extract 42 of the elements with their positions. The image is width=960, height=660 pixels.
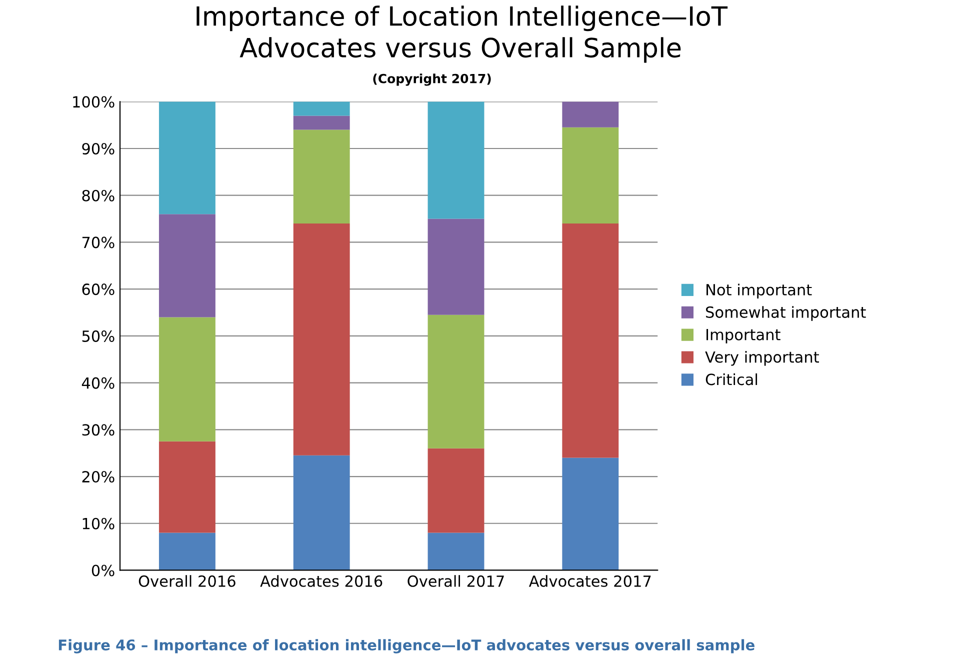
legend-label: Very important	[705, 350, 819, 366]
y-tick-label: 10%	[82, 518, 114, 530]
legend-label: Critical	[706, 373, 758, 386]
bar	[158, 532, 216, 570]
y-tick-label: 100%	[73, 96, 114, 108]
bar	[158, 317, 216, 442]
y-tick-label: 0%	[92, 564, 114, 576]
legend-label: Not important	[706, 284, 812, 298]
bar	[293, 223, 350, 456]
y-tick-label: 90%	[82, 142, 114, 155]
bar	[428, 448, 484, 533]
y-tick-label: 80%	[82, 190, 114, 202]
bar	[293, 116, 350, 130]
bar	[562, 458, 619, 570]
bar	[562, 102, 619, 128]
bar	[428, 102, 484, 219]
y-tick-label: 40%	[82, 377, 114, 389]
bar	[428, 532, 484, 570]
chart-title: Importance of Location Intelligence—IoT Advocates versus Overall Sample	[196, 6, 728, 63]
y-tick-label: 30%	[82, 424, 114, 436]
bar	[158, 214, 216, 318]
y-tick-label: 60%	[82, 284, 114, 296]
bar	[428, 314, 484, 448]
bar	[158, 441, 216, 533]
x-tick-label: Advocates 2016	[260, 575, 382, 587]
chart-subtitle: (Copyright 2017)	[373, 74, 491, 86]
x-tick-label: Advocates 2017	[528, 575, 651, 587]
y-tick-label: 50%	[82, 330, 114, 342]
bar	[293, 455, 350, 570]
bar	[562, 223, 619, 458]
y-tick-label: 20%	[82, 470, 114, 483]
bar	[293, 130, 350, 224]
y-tick-label: 70%	[82, 236, 114, 248]
bar	[428, 218, 484, 315]
legend-label: Important	[706, 329, 780, 344]
bar	[293, 102, 350, 116]
x-tick-label: Overall 2016	[138, 575, 236, 587]
bar	[562, 127, 619, 224]
x-tick-label: Overall 2017	[408, 575, 504, 587]
bar	[158, 102, 216, 214]
legend-label: Somewhat important	[706, 306, 866, 321]
caption: Figure 46 – Importance of location intelligence—IoT advocates versus overall sample	[58, 639, 754, 654]
